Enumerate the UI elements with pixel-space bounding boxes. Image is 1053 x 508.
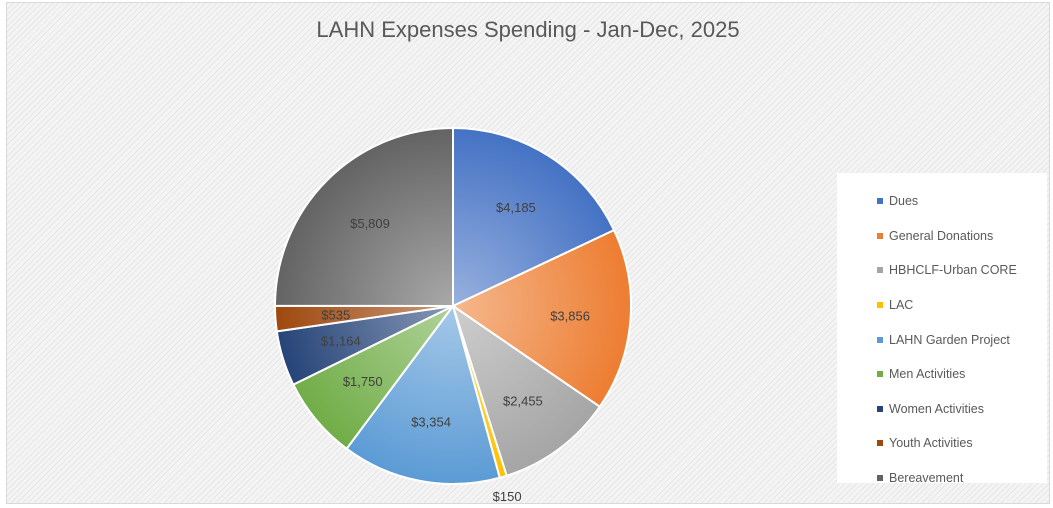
legend-label: Bereavement	[889, 471, 964, 486]
legend-swatch	[877, 336, 883, 343]
legend-label: Women Activities	[889, 401, 984, 416]
data-label-hbhclf-urban-core: $2,455	[503, 393, 543, 408]
legend-label: Youth Activities	[889, 436, 973, 451]
pie-slice-general-donations	[450, 228, 632, 409]
data-label-general-donations: $3,856	[550, 309, 590, 324]
data-label-dues: $4,185	[496, 200, 536, 215]
chart-area: LAHN Expenses Spending - Jan-Dec, 2025 $…	[6, 2, 1050, 504]
pie-slice-bereavement	[273, 126, 454, 308]
pie-slice-lahn-garden-project	[345, 303, 501, 485]
legend-item-women-activities: Women Activities	[877, 392, 1047, 427]
legend-item-lac: LAC	[877, 288, 1047, 323]
legend-item-dues: Dues	[877, 184, 1047, 219]
legend-item-men-activities: Men Activities	[877, 357, 1047, 392]
data-label-bereavement: $5,809	[350, 216, 390, 231]
pie-slice-dues	[452, 126, 616, 308]
legend-label: LAC	[889, 298, 914, 313]
legend-swatch	[877, 302, 883, 309]
legend-label: General Donations	[889, 228, 994, 243]
pie-chart: $4,185 $3,856 $2,455 $150 $3,354 $1,750 $1,164…	[273, 126, 632, 504]
data-label-youth-activities: $535	[321, 307, 350, 322]
chart-title: LAHN Expenses Spending - Jan-Dec, 2025	[316, 17, 740, 42]
legend-swatch	[877, 198, 883, 205]
legend-swatch	[877, 475, 883, 482]
legend: Dues General Donations HBHCLF-Urban CORE LA…	[837, 173, 1047, 485]
legend-swatch	[877, 371, 883, 378]
legend-label: Dues	[889, 194, 919, 209]
legend-item-bereavement: Bereavement	[877, 461, 1047, 496]
legend-item-general-donations: General Donations	[877, 219, 1047, 254]
data-label-lahn-garden-project: $3,354	[411, 414, 451, 429]
legend-swatch	[877, 440, 883, 447]
legend-swatch	[877, 232, 883, 239]
data-label-lac: $150	[493, 489, 522, 504]
legend-swatch	[877, 267, 883, 274]
legend-label: Men Activities	[889, 367, 966, 382]
legend-item-lahn-garden-project: LAHN Garden Project	[877, 322, 1047, 357]
legend-label: HBHCLF-Urban CORE	[889, 263, 1017, 278]
legend-item-hbhclf-urban-core: HBHCLF-Urban CORE	[877, 253, 1047, 288]
data-label-men-activities: $1,750	[343, 374, 383, 389]
pie-slice-hbhclf-urban-core	[451, 303, 602, 477]
data-label-women-activities: $1,164	[321, 334, 361, 349]
legend-label: LAHN Garden Project	[889, 332, 1010, 347]
legend-swatch	[877, 405, 883, 412]
legend-item-youth-activities: Youth Activities	[877, 426, 1047, 461]
